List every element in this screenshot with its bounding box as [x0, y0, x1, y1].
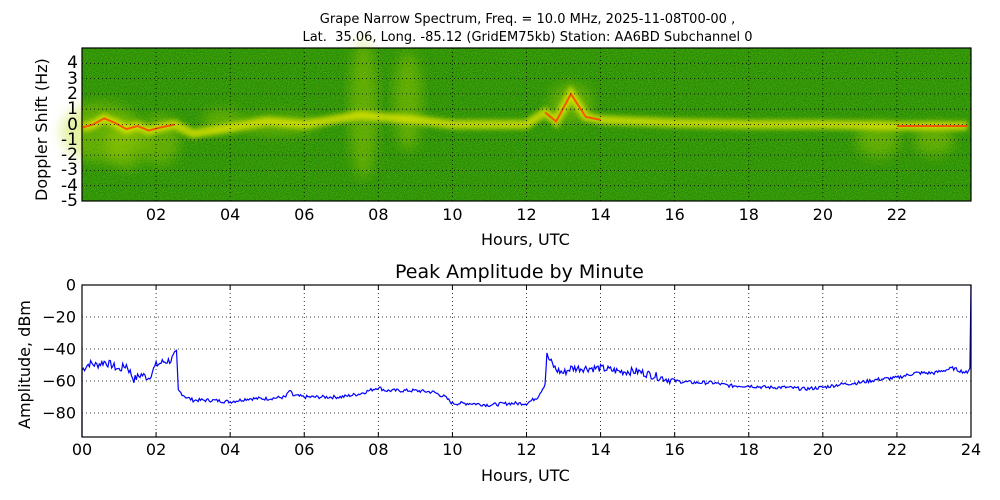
amplitude-x-tick: 12	[516, 440, 537, 459]
figure-title-line-2: Lat. 35.06, Long. -85.12 (GridEM75kb) St…	[302, 30, 753, 45]
spectrogram-x-tick: 10	[442, 205, 463, 224]
amplitude-x-tick: 20	[812, 440, 834, 459]
spectrogram-y-tick: 1	[67, 99, 78, 120]
spectrogram-y-tick: 3	[67, 68, 78, 89]
spectrogram-y-tick: -3	[61, 160, 78, 181]
spectrogram-y-tick: -4	[61, 175, 78, 196]
amplitude-x-tick: 00	[71, 440, 93, 459]
amplitude-x-tick: 16	[664, 440, 685, 459]
amplitude-x-tick: 04	[219, 440, 241, 459]
spectrogram-x-tick: 02	[145, 205, 167, 224]
spectrogram-x-tick: 12	[516, 205, 537, 224]
amplitude-x-tick: 06	[294, 440, 315, 459]
amplitude-plot	[81, 284, 972, 438]
amplitude-y-tick: 0	[65, 275, 76, 295]
amplitude-x-tick: 02	[145, 440, 167, 459]
amplitude-y-label: Amplitude, dBm	[15, 300, 34, 429]
amplitude-y-tick: −20	[42, 307, 76, 327]
spectrogram-x-tick: 04	[219, 205, 241, 224]
spectrogram-y-tick: 0	[67, 114, 78, 135]
amplitude-x-label: Hours, UTC	[481, 466, 570, 485]
spectrogram-x-tick: 22	[886, 205, 908, 224]
spectrogram-y-tick: 4	[67, 53, 78, 74]
amplitude-y-tick: −60	[42, 371, 76, 391]
spectrogram-x-tick: 20	[812, 205, 834, 224]
spectrogram-x-tick: 18	[738, 205, 759, 224]
amplitude-y-tick: −80	[42, 403, 76, 423]
spectrogram-x-tick: 16	[664, 205, 685, 224]
spectrogram-y-tick: -1	[61, 129, 78, 150]
amplitude-title: Peak Amplitude by Minute	[395, 261, 644, 283]
spectrogram-plot	[60, 39, 972, 202]
amplitude-x-tick: 18	[738, 440, 759, 459]
spectrogram-y-label: Doppler Shift (Hz)	[32, 58, 51, 201]
amplitude-x-tick: 14	[590, 440, 611, 459]
spectrogram-y-tick: 2	[67, 83, 78, 104]
figure-title-line-1: Grape Narrow Spectrum, Freq. = 10.0 MHz,…	[319, 12, 736, 27]
spectrogram-y-tick: -5	[61, 191, 78, 211]
amplitude-x-tick: 24	[960, 440, 982, 459]
amplitude-x-tick: 10	[442, 440, 463, 459]
amplitude-x-tick: 08	[368, 440, 389, 459]
spectrogram-x-tick: 06	[294, 205, 315, 224]
spectrogram-x-tick: 14	[590, 205, 611, 224]
amplitude-y-tick: −40	[42, 339, 76, 359]
spectrogram-x-label: Hours, UTC	[481, 230, 570, 249]
amplitude-x-tick: 22	[886, 440, 908, 459]
spectrogram-y-tick: -2	[61, 145, 78, 166]
spectrogram-x-tick: 08	[368, 205, 389, 224]
